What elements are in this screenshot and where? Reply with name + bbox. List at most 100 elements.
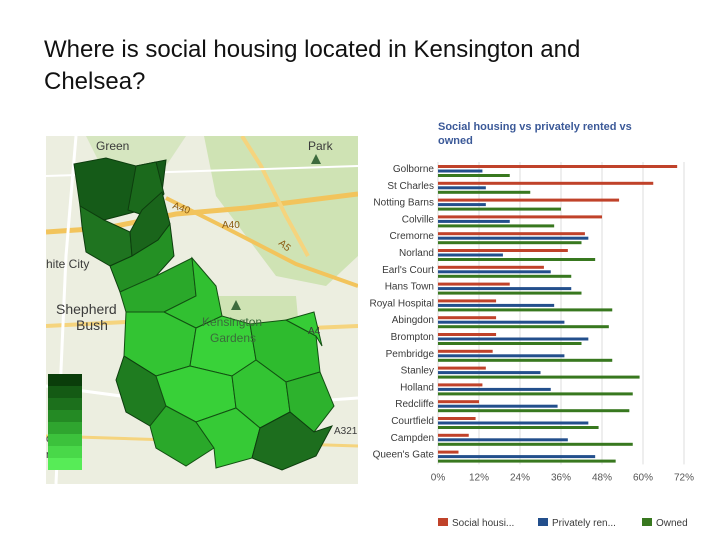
category-label: St Charles	[387, 181, 434, 192]
map-legend-swatch	[48, 410, 82, 422]
category-label: Holland	[400, 382, 434, 393]
chart-title-line: owned	[438, 135, 473, 147]
category-label: Colville	[402, 214, 435, 225]
bar-owned	[438, 375, 640, 379]
x-tick-label: 0%	[431, 472, 446, 483]
bar-owned	[438, 459, 616, 463]
bar-owned	[438, 426, 599, 429]
bar-owned	[438, 392, 633, 396]
ward-cremorne	[251, 411, 334, 471]
map-label: Green	[96, 139, 129, 153]
bar-owned	[438, 174, 510, 177]
bar-social	[438, 366, 486, 370]
bar-private	[438, 203, 486, 207]
bar-social	[438, 450, 459, 454]
map-label: Gardens	[210, 331, 256, 345]
x-tick-label: 36%	[551, 472, 571, 483]
map-label: Park	[308, 139, 334, 153]
bar-private	[438, 404, 558, 408]
bar-private	[438, 270, 551, 274]
x-axis-ticks: 0% 12% 24% 36% 48% 60% 72%	[431, 472, 694, 483]
category-label: Cremorne	[390, 231, 435, 242]
bar-private	[438, 438, 568, 442]
map-legend-swatch	[48, 398, 82, 410]
bar-owned	[438, 258, 596, 261]
bar-chart: Social housing vs privately rented vs ow…	[370, 121, 695, 529]
category-label: Brompton	[391, 332, 434, 343]
category-label: Stanley	[401, 366, 434, 377]
map-legend-swatch	[48, 434, 82, 446]
bar-owned	[438, 409, 630, 413]
bar-private	[438, 421, 589, 425]
bar-social	[438, 316, 497, 320]
bar-private	[438, 169, 483, 173]
bar-owned	[438, 342, 582, 345]
bar-social	[438, 181, 654, 185]
legend-label: Owned	[656, 518, 688, 529]
bar-social	[438, 433, 469, 437]
bars	[438, 165, 678, 463]
tree-icon	[311, 154, 321, 164]
category-label: Earl's Court	[382, 265, 434, 276]
x-tick-label: 12%	[469, 472, 489, 483]
bar-private	[438, 236, 589, 240]
bar-social	[438, 249, 568, 252]
legend-swatch	[642, 518, 652, 526]
legend-label: Social housi...	[452, 518, 514, 529]
bar-owned	[438, 190, 531, 194]
bar-private	[438, 253, 503, 257]
bar-private	[438, 219, 510, 223]
category-label: Hans Town	[385, 282, 434, 293]
legend-swatch	[438, 518, 448, 526]
bar-social	[438, 383, 483, 387]
category-label: Notting Barns	[373, 198, 434, 209]
tree-icon	[231, 300, 241, 310]
bar-owned	[438, 308, 613, 312]
bar-owned	[438, 358, 613, 362]
category-label: Royal Hospital	[370, 298, 434, 309]
legend-swatch	[538, 518, 548, 526]
bar-social	[438, 265, 544, 269]
map-legend-swatch	[48, 422, 82, 434]
legend-label: Privately ren...	[552, 518, 616, 529]
chart-title-line: Social housing vs privately rented vs	[438, 121, 632, 133]
bar-private	[438, 320, 565, 324]
bar-private	[438, 186, 486, 190]
map-legend-swatch	[48, 374, 82, 386]
map-label: A321	[334, 426, 358, 437]
category-label: Redcliffe	[395, 399, 434, 410]
category-label: Pembridge	[386, 349, 435, 360]
bar-social	[438, 165, 678, 168]
bar-social	[438, 333, 497, 336]
map-legend-swatch	[48, 386, 82, 398]
bar-private	[438, 371, 541, 375]
category-label: Courtfield	[391, 416, 434, 427]
map-legend	[48, 374, 82, 470]
map-legend-swatch	[48, 446, 82, 458]
bar-private	[438, 337, 589, 341]
x-tick-label: 60%	[633, 472, 653, 483]
x-tick-label: 24%	[510, 472, 530, 483]
bar-social	[438, 232, 585, 236]
category-label: Queen's Gate	[373, 450, 435, 461]
bar-social	[438, 282, 510, 286]
bar-owned	[438, 291, 582, 295]
category-label: Abingdon	[392, 315, 434, 326]
bar-owned	[438, 207, 561, 211]
bar-private	[438, 303, 555, 307]
bar-private	[438, 387, 551, 391]
map-label: hite City	[46, 257, 89, 271]
map-legend-swatch	[48, 458, 82, 470]
slide-title: Where is social housing located in Kensi…	[44, 36, 581, 95]
borough-map: Green Park A40 A40 A5 hite City Shepherd…	[46, 136, 358, 484]
bar-owned	[438, 224, 555, 228]
map-label: A4	[308, 326, 321, 337]
bar-private	[438, 287, 572, 291]
bar-social	[438, 198, 620, 202]
map-label: Bush	[76, 317, 108, 333]
map-label: A40	[222, 220, 240, 231]
map-svg: Green Park A40 A40 A5 hite City Shepherd…	[46, 136, 358, 484]
bar-social	[438, 400, 479, 404]
bar-owned	[438, 442, 633, 446]
category-labels: Golborne St Charles Notting Barns Colville C…	[370, 164, 435, 461]
